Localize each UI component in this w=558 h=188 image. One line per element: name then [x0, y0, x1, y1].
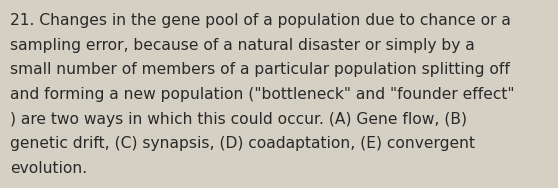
Text: 21. Changes in the gene pool of a population due to chance or a: 21. Changes in the gene pool of a popula…	[10, 13, 511, 28]
Text: and forming a new population ("bottleneck" and "founder effect": and forming a new population ("bottlenec…	[10, 87, 514, 102]
Text: sampling error, because of a natural disaster or simply by a: sampling error, because of a natural dis…	[10, 38, 475, 53]
Text: evolution.: evolution.	[10, 161, 87, 176]
Text: small number of members of a particular population splitting off: small number of members of a particular …	[10, 62, 510, 77]
Text: ) are two ways in which this could occur. (A) Gene flow, (B): ) are two ways in which this could occur…	[10, 112, 467, 127]
Text: genetic drift, (C) synapsis, (D) coadaptation, (E) convergent: genetic drift, (C) synapsis, (D) coadapt…	[10, 136, 475, 151]
